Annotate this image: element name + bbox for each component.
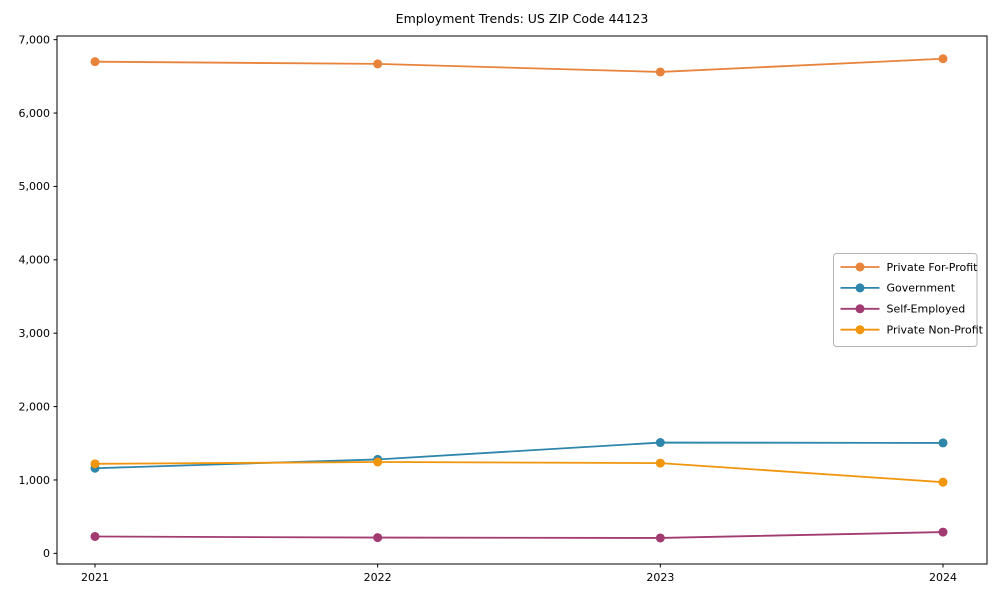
y-tick-label: 6,000 bbox=[19, 107, 51, 120]
series-line-private-for-profit bbox=[94, 57, 944, 73]
data-point-private-non-profit-2021 bbox=[90, 459, 100, 469]
legend-box bbox=[833, 253, 978, 347]
x-tick-label: 2023 bbox=[646, 571, 674, 584]
legend-label: Self-Employed bbox=[887, 303, 966, 316]
series-government bbox=[90, 438, 948, 473]
data-point-self-employed-2021 bbox=[90, 531, 100, 541]
y-tick-label: 5,000 bbox=[19, 180, 51, 193]
legend-label: Government bbox=[887, 282, 956, 295]
y-tick-label: 2,000 bbox=[19, 400, 51, 413]
data-point-government-2023 bbox=[655, 438, 665, 448]
legend-marker bbox=[855, 262, 865, 272]
data-point-self-employed-2024 bbox=[938, 527, 948, 537]
y-tick-label: 0 bbox=[43, 547, 50, 560]
y-tick-label: 1,000 bbox=[19, 474, 51, 487]
x-tick-label: 2022 bbox=[364, 571, 392, 584]
series-private-non-profit bbox=[90, 457, 948, 487]
series-line-government bbox=[94, 441, 944, 470]
series-line-private-non-profit bbox=[94, 461, 944, 484]
y-tick-label: 4,000 bbox=[19, 254, 51, 267]
legend-item-self-employed: Self-Employed bbox=[840, 303, 966, 316]
legend-label: Private For-Profit bbox=[887, 261, 979, 274]
plot-area: 0 1,000 2,000 3,000 4,000 5,000 6,000 7,000 2021… bbox=[19, 33, 988, 584]
data-point-government-2024 bbox=[938, 438, 948, 448]
series-line-self-employed bbox=[94, 531, 944, 539]
data-point-private-for-profit-2021 bbox=[90, 57, 100, 67]
data-point-private-for-profit-2022 bbox=[373, 59, 383, 69]
legend-label: Private Non-Profit bbox=[887, 324, 984, 337]
legend-marker bbox=[855, 304, 865, 314]
data-point-self-employed-2023 bbox=[655, 533, 665, 543]
legend-marker bbox=[855, 325, 865, 335]
x-tick-label: 2021 bbox=[81, 571, 109, 584]
data-point-private-non-profit-2024 bbox=[938, 477, 948, 487]
chart-title: Employment Trends: US ZIP Code 44123 bbox=[396, 11, 649, 26]
series-private-for-profit bbox=[90, 54, 948, 77]
data-point-self-employed-2022 bbox=[373, 533, 383, 543]
data-point-private-for-profit-2023 bbox=[655, 67, 665, 77]
series-self-employed bbox=[90, 527, 948, 543]
data-point-private-non-profit-2023 bbox=[655, 458, 665, 468]
x-tick-label: 2024 bbox=[929, 571, 957, 584]
y-tick-label: 7,000 bbox=[19, 33, 51, 46]
data-point-private-non-profit-2022 bbox=[373, 457, 383, 467]
legend-marker bbox=[855, 283, 865, 293]
legend-item-government: Government bbox=[840, 282, 956, 295]
data-point-private-for-profit-2024 bbox=[938, 54, 948, 64]
legend: Private For-Profit Government Self-Employe… bbox=[833, 253, 984, 347]
legend-item-private-non-profit: Private Non-Profit bbox=[840, 324, 984, 337]
y-tick-label: 3,000 bbox=[19, 327, 51, 340]
legend-item-private-for-profit: Private For-Profit bbox=[840, 261, 979, 274]
